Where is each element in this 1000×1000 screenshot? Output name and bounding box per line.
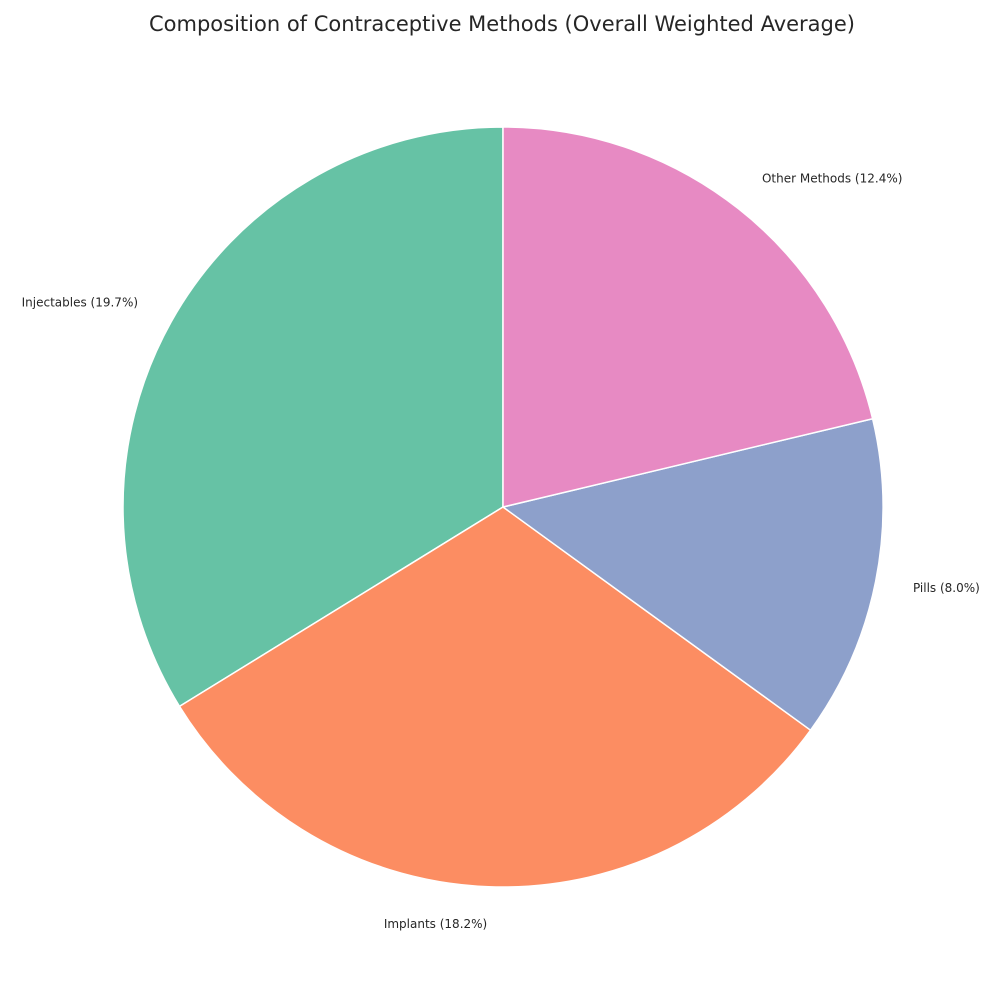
pie-slices — [122, 126, 884, 888]
chart-title: Composition of Contraceptive Methods (Ov… — [149, 12, 855, 36]
pie-slice-0 — [122, 126, 504, 708]
pie-label-3: Other Methods (12.4%) — [762, 171, 902, 185]
pie-labels: Injectables (19.7%) Implants (18.2%) Pills… — [22, 171, 980, 931]
pie-slice-3 — [502, 126, 874, 508]
pie-label-0: Injectables (19.7%) — [22, 296, 138, 310]
pie-label-1: Implants (18.2%) — [384, 917, 487, 931]
pie-slice-1 — [178, 506, 812, 888]
pie-slice-2 — [502, 417, 884, 731]
pie-label-2: Pills (8.0%) — [913, 581, 980, 595]
